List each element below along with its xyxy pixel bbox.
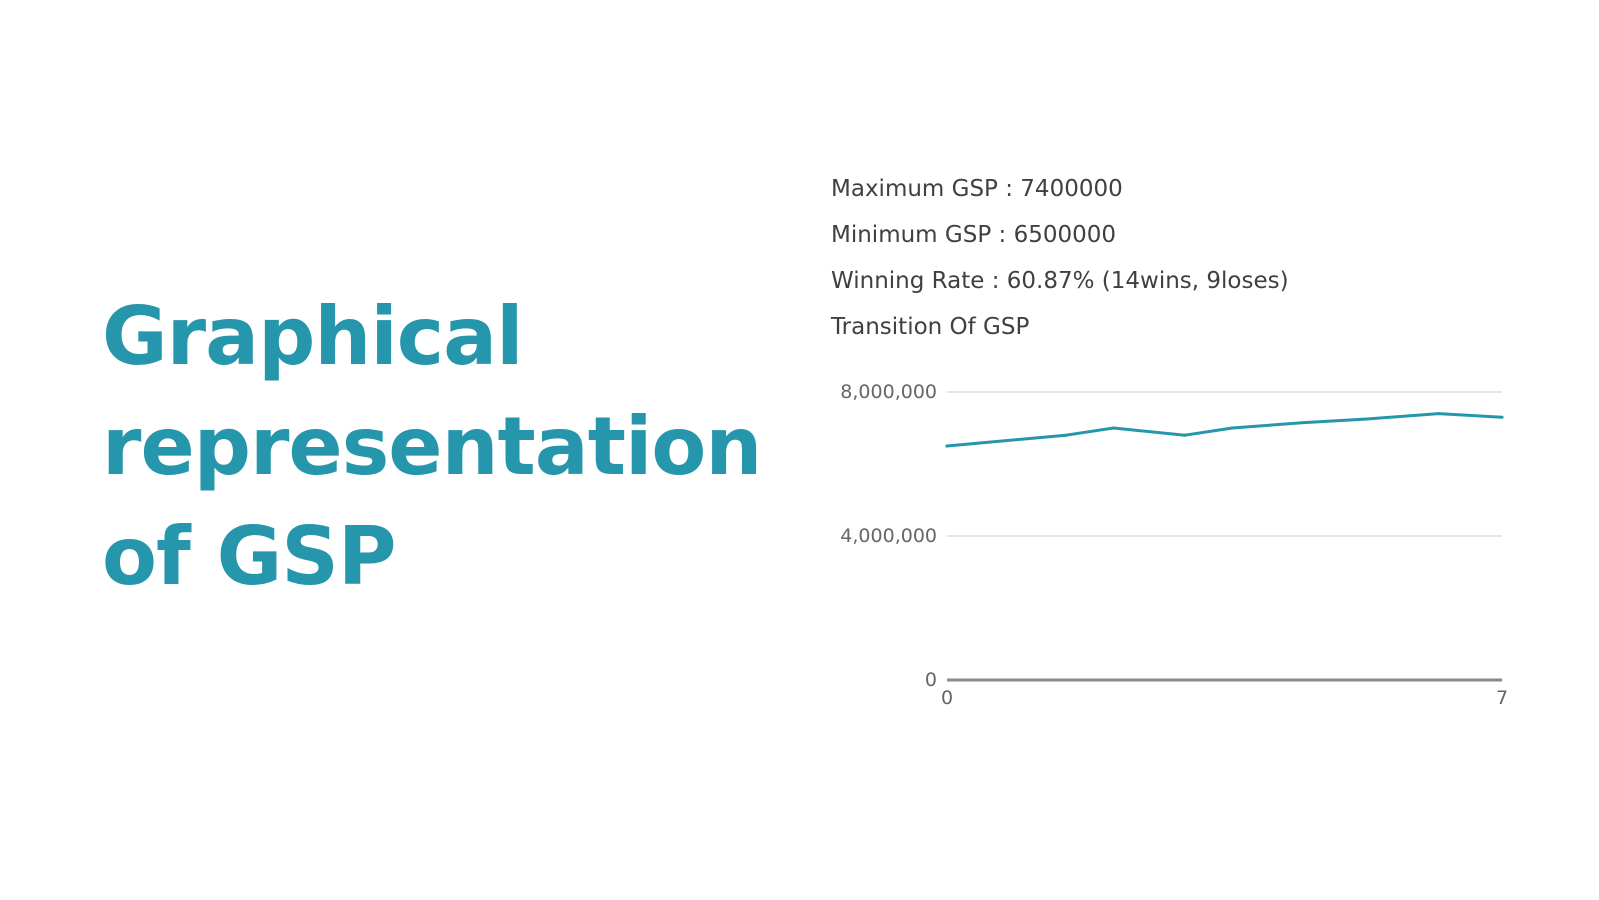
y-tick-label: 4,000,000 <box>840 525 937 547</box>
headline: Graphical representation of GSP <box>102 282 762 612</box>
headline-line-3: of GSP <box>102 510 397 603</box>
gsp-data-point <box>1112 426 1115 430</box>
gsp-series-line <box>945 412 1504 448</box>
minimum-gsp-text: Minimum GSP : 6500000 <box>831 222 1116 248</box>
gsp-data-point <box>1183 433 1187 437</box>
gsp-data-point <box>1230 426 1234 430</box>
stats-block: Maximum GSP : 7400000 Minimum GSP : 6500… <box>831 170 1289 354</box>
gsp-data-point <box>1365 417 1369 421</box>
chart-title: Transition Of GSP <box>831 314 1030 340</box>
x-tick-label: 7 <box>1496 687 1508 709</box>
y-tick-label: 8,000,000 <box>840 381 937 403</box>
gsp-data-point <box>1437 412 1441 416</box>
gsp-data-point <box>1064 433 1068 437</box>
x-tick-label: 0 <box>941 687 953 709</box>
maximum-gsp-text: Maximum GSP : 7400000 <box>831 176 1123 202</box>
headline-line-2: representation <box>102 400 762 493</box>
y-tick-label: 0 <box>925 669 937 691</box>
gsp-data-point <box>1302 421 1306 425</box>
gsp-data-point <box>945 444 949 448</box>
winning-rate-text: Winning Rate : 60.87% (14wins, 9loses) <box>831 268 1289 294</box>
gsp-data-point <box>1500 415 1504 419</box>
headline-line-1: Graphical <box>102 290 524 383</box>
